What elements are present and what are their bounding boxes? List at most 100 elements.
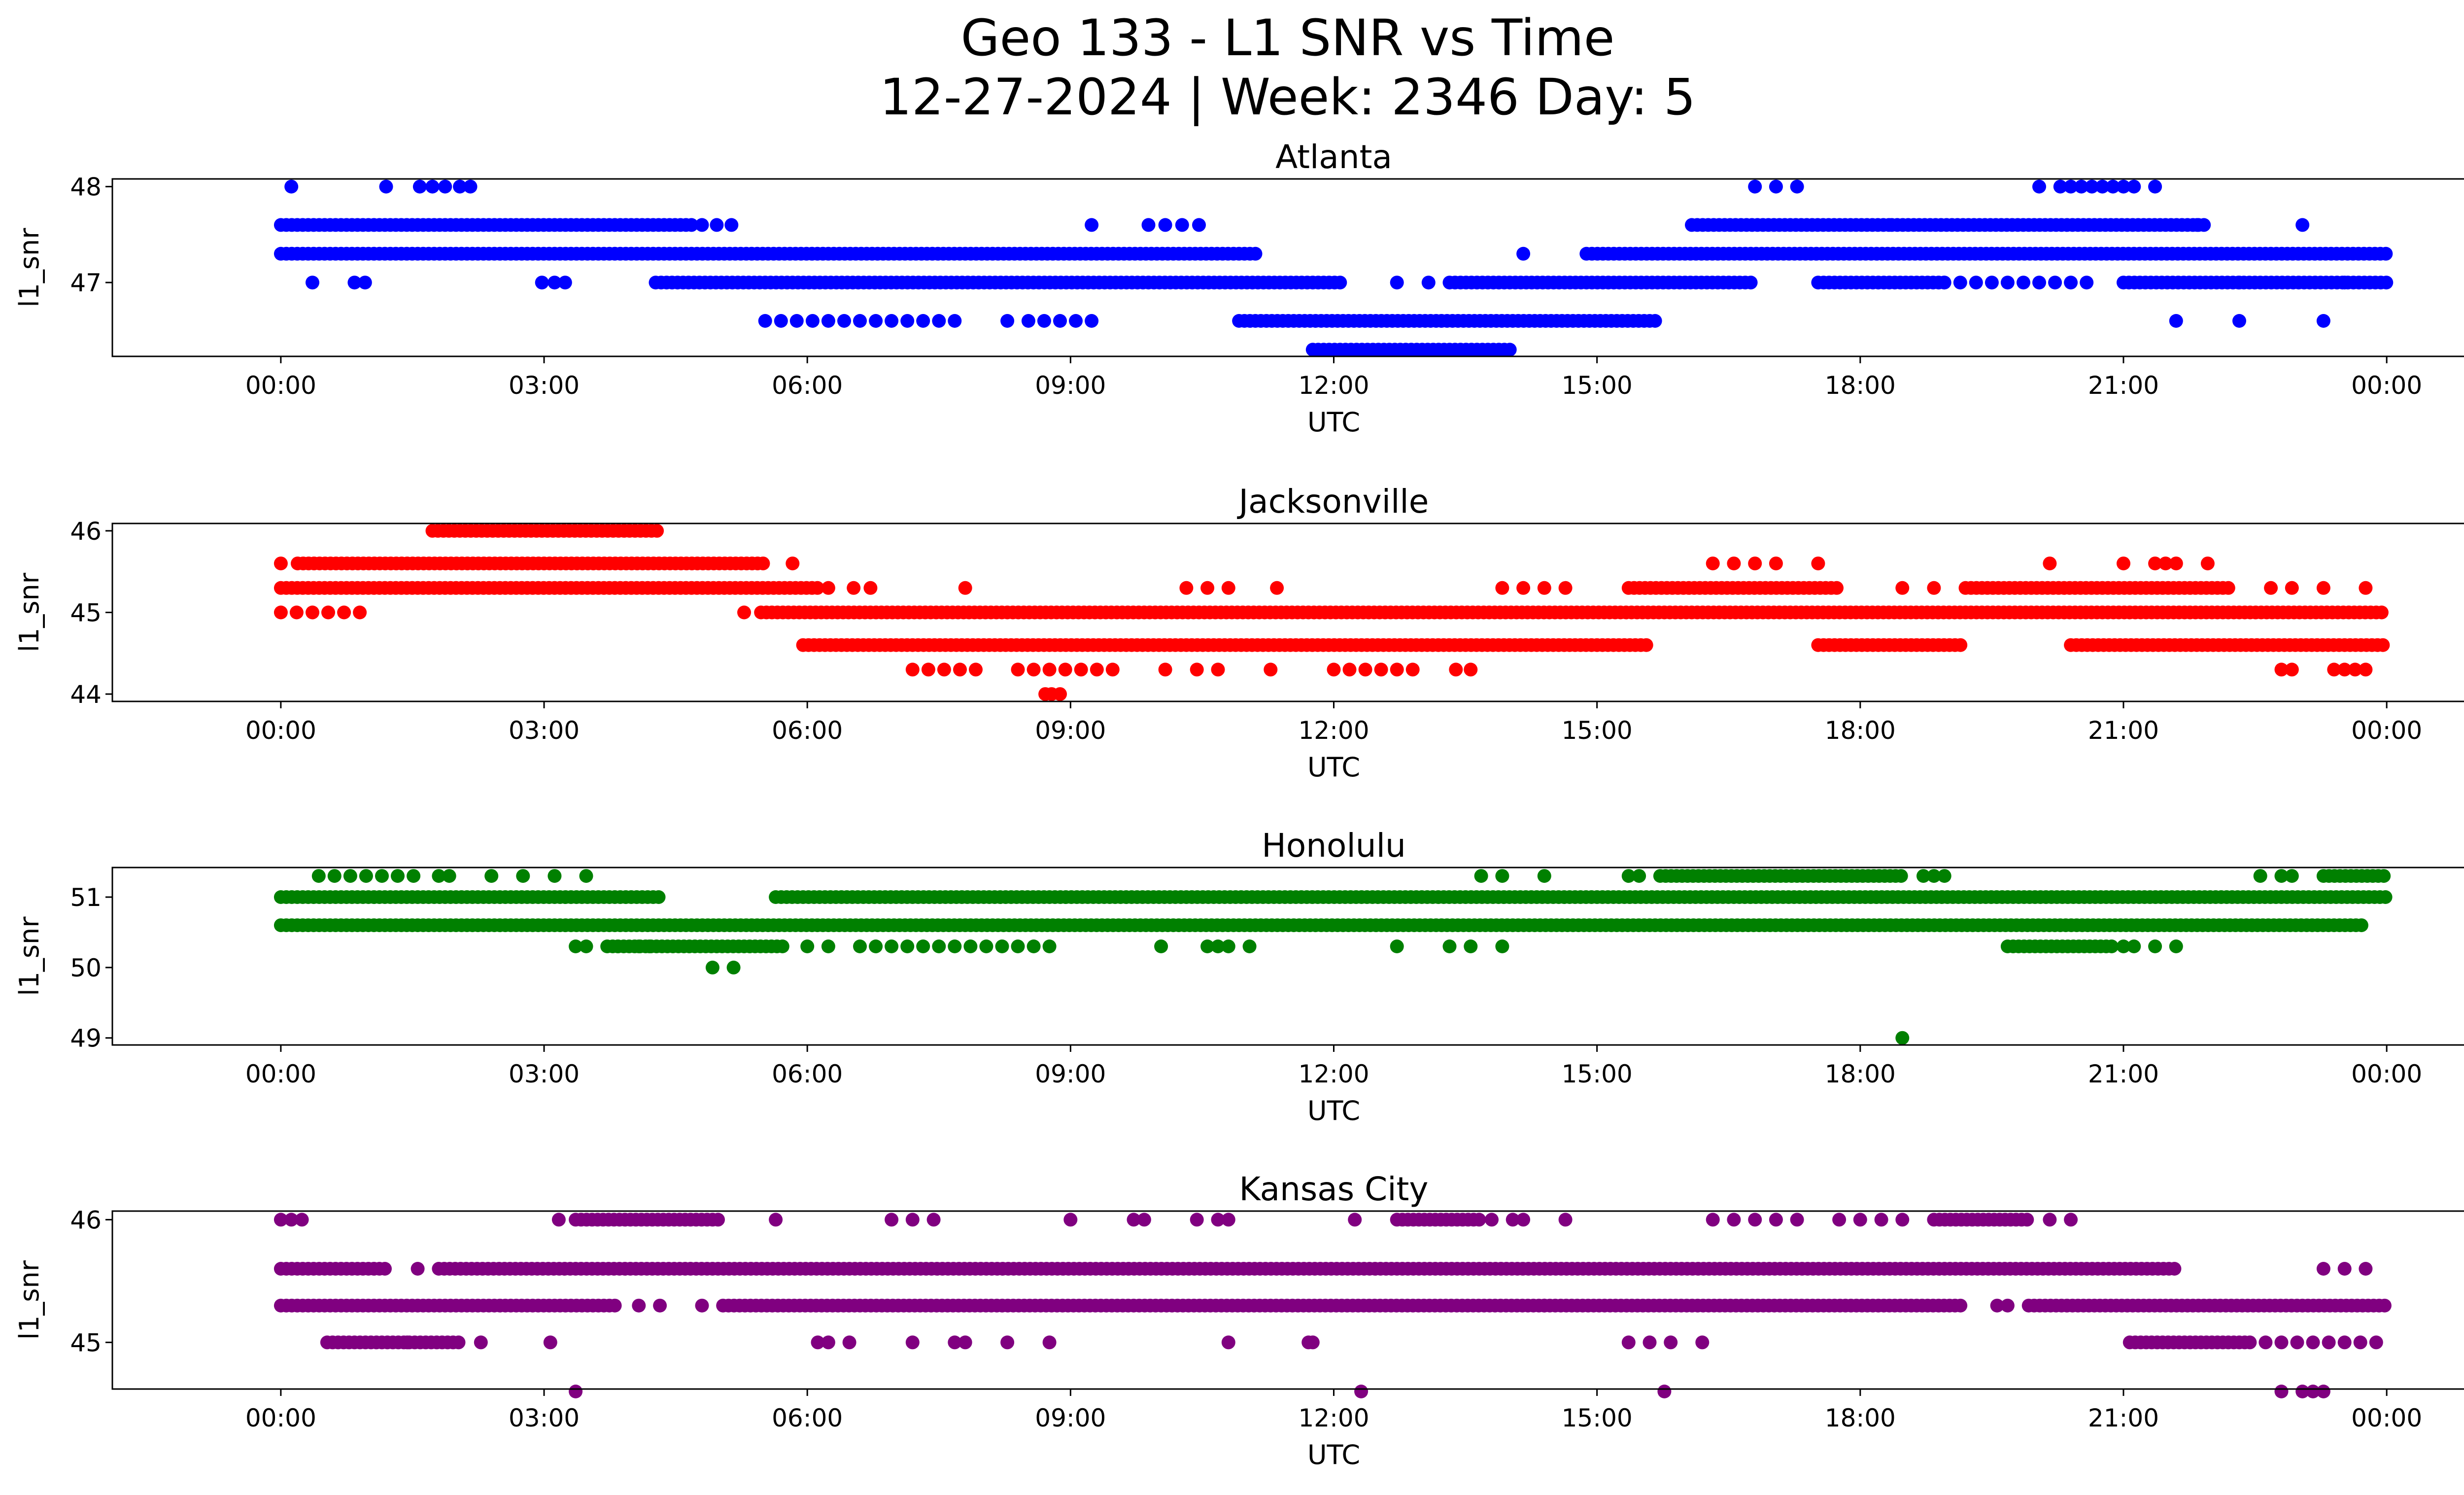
data-point: [1058, 662, 1072, 677]
data-point: [653, 1298, 667, 1313]
y-axis-label: l1_snr: [14, 916, 45, 996]
data-point: [916, 314, 930, 328]
data-point: [1390, 276, 1404, 290]
data-point: [1927, 869, 1941, 883]
data-point: [1305, 1335, 1320, 1350]
data-point: [2322, 1335, 2336, 1350]
data-point: [1695, 1335, 1710, 1350]
data-point: [2354, 918, 2368, 933]
figure-title-line-1: Geo 133 - L1 SNR vs Time: [960, 9, 1615, 68]
subplot-atlanta: Atlanta 00:00 03:00 06:00 09:00 12:00 15:00 18:…: [14, 138, 2464, 438]
data-point: [2316, 1262, 2330, 1276]
x-tick-label: 21:00: [2088, 716, 2159, 745]
y-tick-label: 46: [70, 517, 102, 546]
data-point: [474, 1335, 488, 1350]
data-point: [769, 1213, 783, 1227]
data-point: [611, 939, 625, 953]
data-point: [2190, 218, 2204, 232]
data-point: [2020, 1213, 2034, 1227]
data-point: [2316, 1385, 2330, 1398]
y-tick-label: 45: [70, 1328, 102, 1357]
data-point: [463, 179, 478, 194]
data-point: [2359, 662, 2373, 677]
data-point: [1449, 662, 1463, 677]
data-point: [2169, 556, 2183, 571]
data-point: [2285, 581, 2299, 595]
data-point: [885, 1213, 899, 1227]
data-point: [1953, 638, 1968, 652]
data-point: [1832, 1213, 1847, 1227]
data-point: [358, 276, 372, 290]
x-tick-label: 18:00: [1825, 716, 1896, 745]
data-point: [1027, 662, 1041, 677]
data-point: [375, 869, 389, 883]
data-point: [1706, 556, 1720, 571]
data-point: [1200, 939, 1215, 953]
data-point: [1105, 662, 1120, 677]
data-point: [1000, 314, 1015, 328]
data-point: [695, 1298, 709, 1313]
data-point: [684, 218, 699, 232]
data-point: [2285, 662, 2299, 677]
data-point: [284, 179, 299, 194]
data-point: [2316, 581, 2330, 595]
data-point: [953, 662, 967, 677]
data-point: [451, 1335, 466, 1350]
data-point: [2264, 581, 2278, 595]
y-tick-label: 50: [70, 954, 102, 982]
x-tick-label: 15:00: [1562, 1404, 1633, 1432]
data-point: [274, 605, 288, 620]
data-point: [1421, 276, 1436, 290]
data-point: [1506, 1213, 1520, 1227]
figure-title-line-2: 12-27-2024 | Week: 2346 Day: 5: [880, 68, 1696, 127]
data-points: [274, 179, 2394, 357]
data-point: [1000, 1335, 1015, 1350]
data-point: [1221, 581, 1235, 595]
data-point: [937, 662, 951, 677]
y-tick-label: 48: [70, 173, 102, 202]
data-point: [2253, 869, 2267, 883]
data-point: [724, 218, 739, 232]
data-point: [2243, 1335, 2257, 1350]
data-point: [2376, 638, 2390, 652]
data-point: [650, 523, 664, 538]
data-point: [2127, 179, 2141, 194]
x-tick-label: 12:00: [1298, 716, 1369, 745]
data-point: [1190, 662, 1204, 677]
data-point: [551, 1213, 566, 1227]
data-point: [1516, 581, 1531, 595]
data-point: [1342, 662, 1357, 677]
data-point: [1270, 581, 1284, 595]
data-point: [2043, 556, 2057, 571]
data-point: [2064, 1213, 2078, 1227]
data-point: [948, 939, 962, 953]
data-point: [1537, 581, 1551, 595]
data-point: [1405, 662, 1420, 677]
data-point: [2221, 581, 2235, 595]
x-tick-label: 15:00: [1562, 371, 1633, 400]
data-point: [1621, 869, 1636, 883]
data-point: [837, 314, 851, 328]
x-tick-label: 03:00: [509, 1060, 580, 1088]
data-point: [905, 1335, 920, 1350]
data-point: [1895, 1031, 1910, 1045]
data-point: [1639, 638, 1653, 652]
axes-frame: [111, 178, 2464, 357]
data-point: [2377, 1298, 2392, 1313]
data-point: [853, 314, 867, 328]
data-point: [569, 1385, 583, 1398]
data-point: [921, 662, 935, 677]
data-point: [1242, 939, 1257, 953]
data-point: [1069, 314, 1083, 328]
data-point: [810, 581, 824, 595]
data-point: [2259, 1335, 2273, 1350]
data-point: [306, 276, 319, 290]
figure-title: Geo 133 - L1 SNR vs Time 12-27-2024 | We…: [0, 9, 2464, 127]
data-point: [1211, 1213, 1225, 1227]
data-point: [1442, 939, 1457, 953]
data-point: [774, 314, 788, 328]
data-point: [1011, 662, 1025, 677]
data-point: [1558, 581, 1573, 595]
data-point: [847, 581, 861, 595]
